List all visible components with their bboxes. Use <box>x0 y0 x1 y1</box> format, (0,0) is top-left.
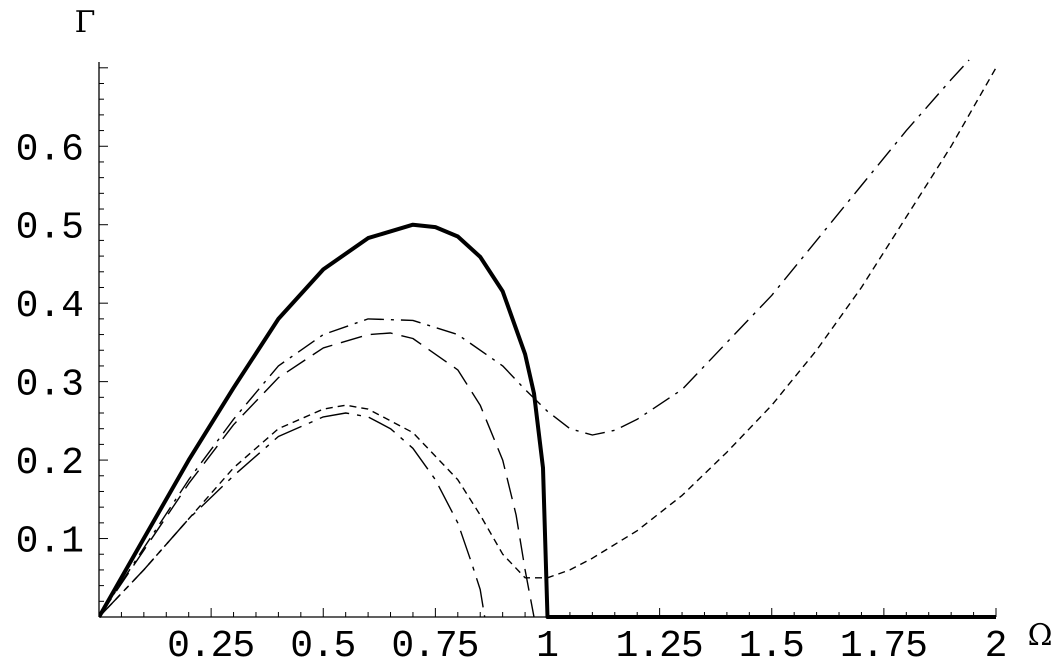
x-tick-label: 0.75 <box>391 625 479 667</box>
x-tick-label: 0.5 <box>290 625 356 667</box>
series-layer <box>99 59 997 619</box>
y-tick-label: 0.1 <box>16 521 84 564</box>
x-tick-label: 1.5 <box>739 625 805 667</box>
series-line-solid-thick <box>99 222 996 619</box>
y-tick-label: 0.4 <box>16 285 84 328</box>
y-tick-label: 0.5 <box>16 207 84 250</box>
label-layer: 0.25 0.5 0.75 1 1.25 1.5 1.75 2 0.1 0.2 0.3 0.4 0.5 0… <box>16 128 1008 667</box>
y-tick-label: 0.6 <box>16 128 84 171</box>
y-tick-label: 0.2 <box>16 442 84 485</box>
x-tick-label: 1.75 <box>840 625 928 667</box>
x-tick-label: 1 <box>536 625 559 667</box>
tick-layer <box>99 67 997 617</box>
x-tick-label: 1.25 <box>616 625 704 667</box>
series-line-dash-dot <box>99 59 970 618</box>
series-line-dash-dot-long <box>99 412 486 618</box>
series-line-short-dash <box>99 67 997 618</box>
series-line-long-dash <box>99 332 535 618</box>
x-axis-title: Ω <box>1028 618 1053 653</box>
y-axis-title: Γ <box>75 5 96 40</box>
x-tick-label: 0.25 <box>167 625 255 667</box>
x-tick-label: 2 <box>985 625 1008 667</box>
y-tick-label: 0.3 <box>16 364 84 407</box>
